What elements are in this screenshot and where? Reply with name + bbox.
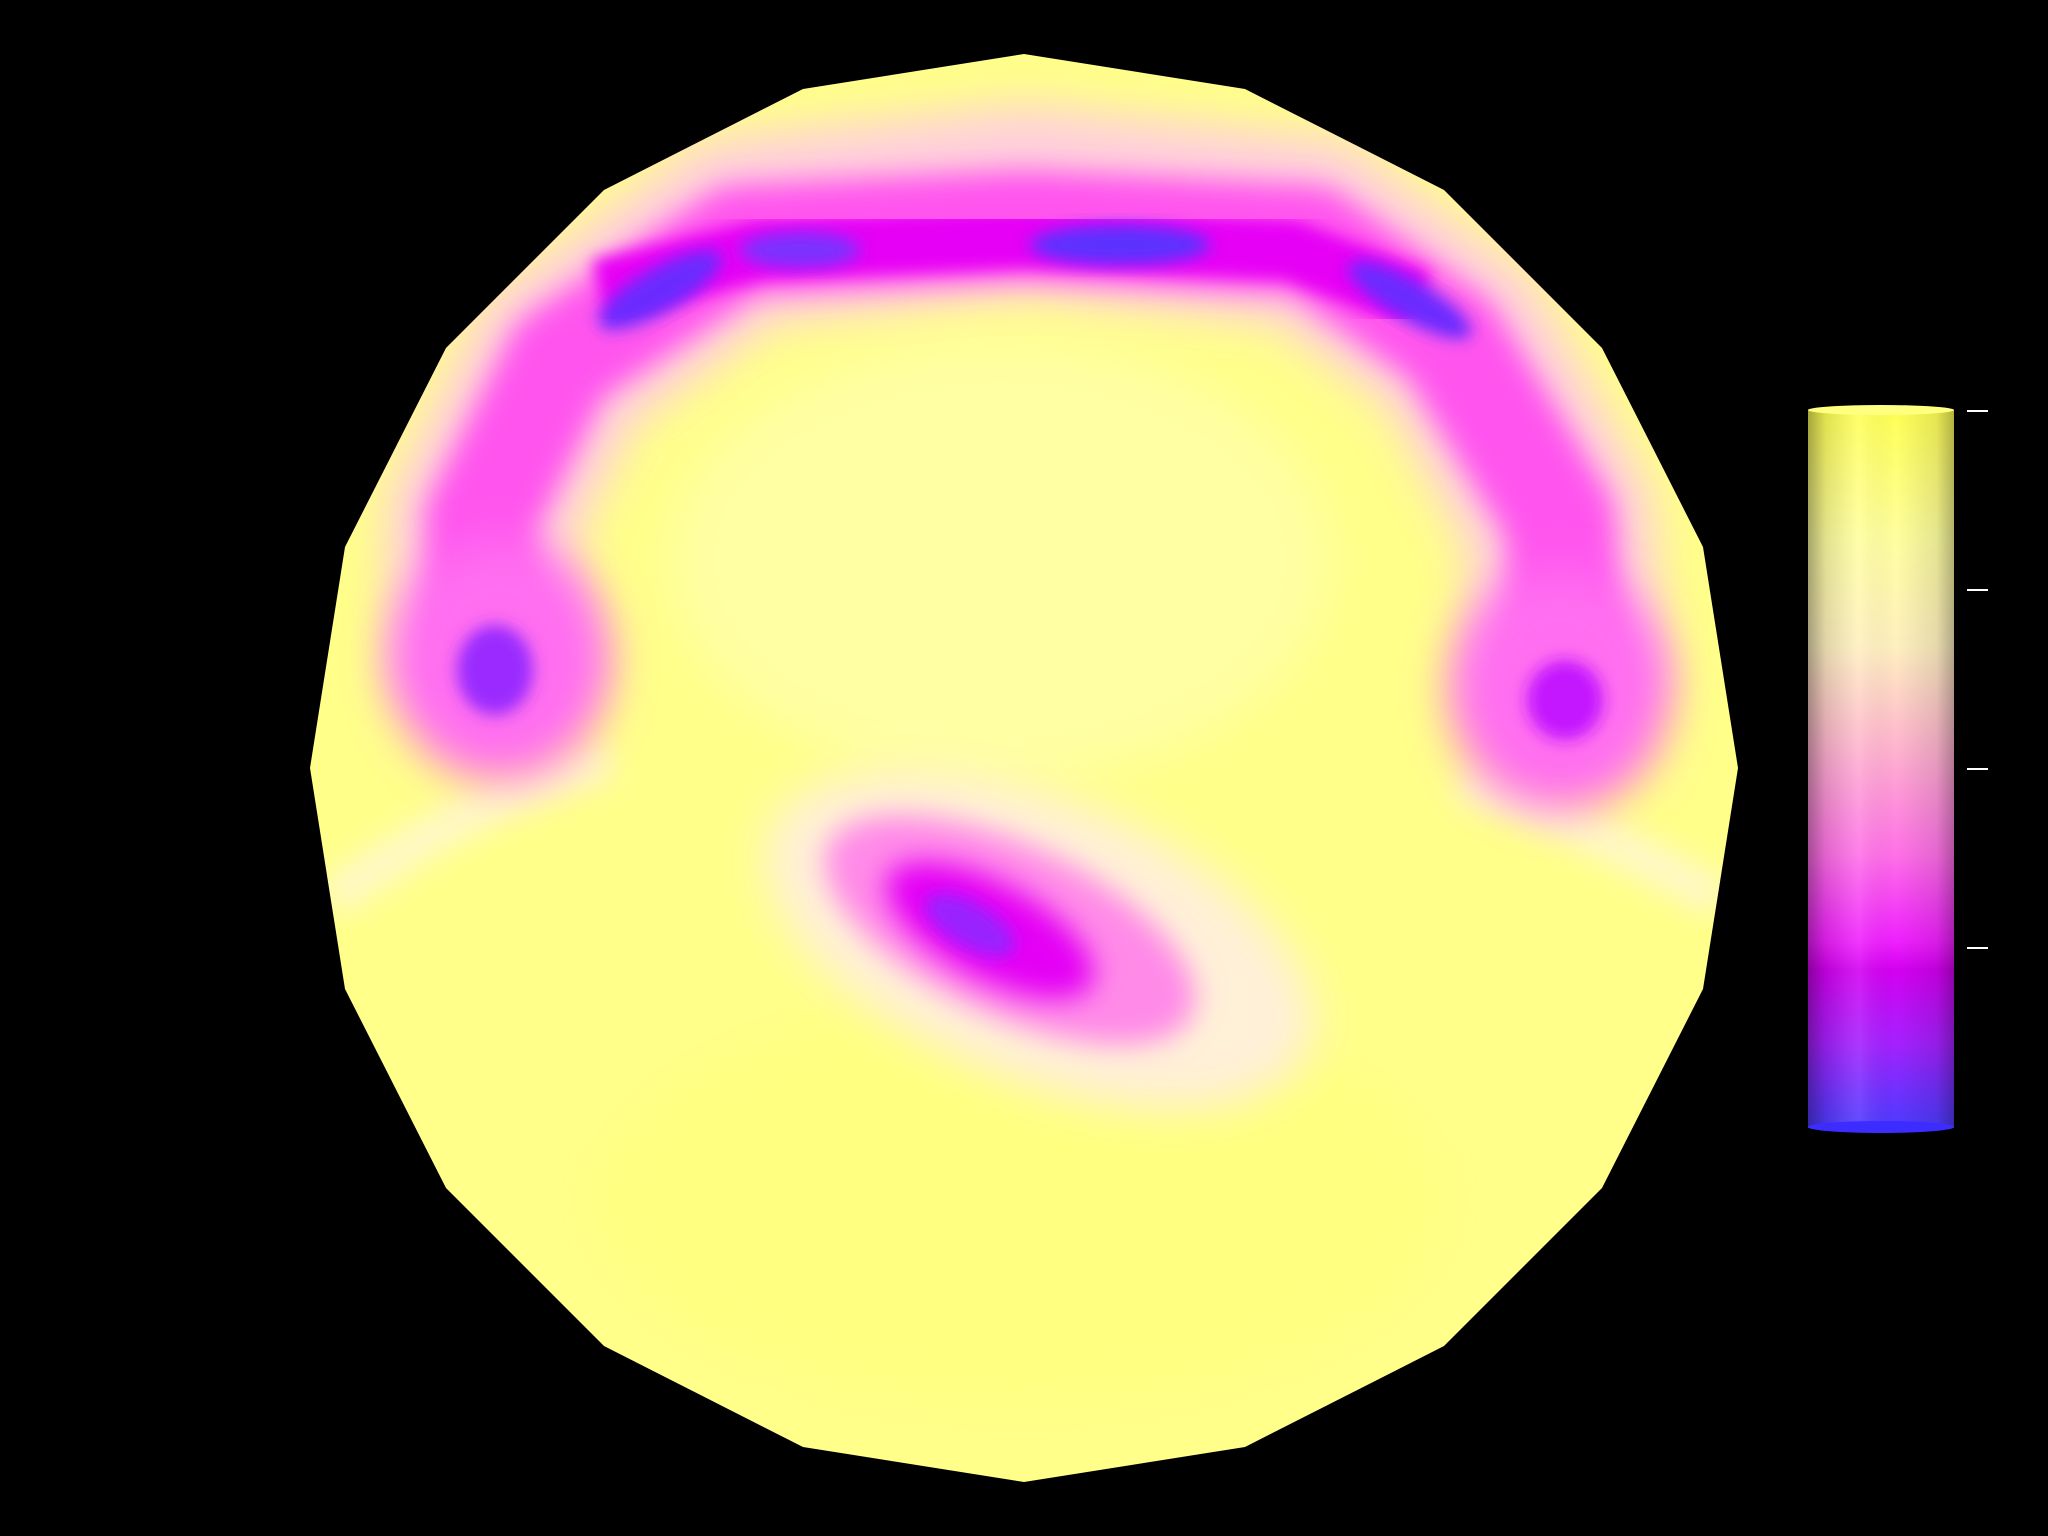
colorbar: [1808, 405, 1988, 1133]
left-lobe-core: [457, 625, 533, 715]
right-lobe-core: [1527, 660, 1603, 740]
colorbar-top-cap: [1808, 405, 1954, 415]
band-core-left: [598, 250, 722, 330]
colorbar-bottom-cap: [1808, 1121, 1954, 1133]
center-highlight: [670, 340, 1330, 780]
band-core-top-left: [740, 232, 860, 268]
field-map: [310, 54, 1738, 1482]
center-blob-core: [925, 893, 1015, 957]
colorbar-ticks: [1967, 410, 1988, 949]
band-core-top-right: [1030, 225, 1210, 265]
band-core-right: [1348, 260, 1472, 340]
